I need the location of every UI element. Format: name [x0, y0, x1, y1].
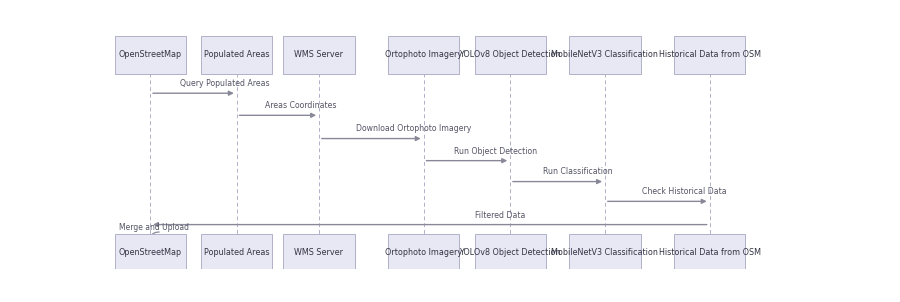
Text: Run Object Detection: Run Object Detection	[454, 146, 537, 156]
FancyBboxPatch shape	[674, 234, 745, 272]
Text: YOLOv8 Object Detection: YOLOv8 Object Detection	[459, 249, 561, 258]
Text: OpenStreetMap: OpenStreetMap	[119, 249, 182, 258]
Text: Query Populated Areas: Query Populated Areas	[180, 79, 270, 88]
Text: MobileNetV3 Classification: MobileNetV3 Classification	[552, 50, 659, 59]
FancyBboxPatch shape	[284, 234, 355, 272]
FancyBboxPatch shape	[201, 234, 272, 272]
Text: Populated Areas: Populated Areas	[204, 50, 269, 59]
Text: Historical Data from OSM: Historical Data from OSM	[659, 249, 760, 258]
Text: Check Historical Data: Check Historical Data	[642, 187, 726, 196]
FancyBboxPatch shape	[674, 36, 745, 74]
Text: Historical Data from OSM: Historical Data from OSM	[659, 50, 760, 59]
Text: OpenStreetMap: OpenStreetMap	[119, 50, 182, 59]
Text: Areas Coordinates: Areas Coordinates	[266, 101, 337, 110]
FancyBboxPatch shape	[474, 36, 545, 74]
Text: Ortophoto Imagery: Ortophoto Imagery	[385, 249, 462, 258]
Text: WMS Server: WMS Server	[294, 249, 344, 258]
Text: Download Ortophoto Imagery: Download Ortophoto Imagery	[356, 124, 471, 133]
Text: Filtered Data: Filtered Data	[474, 211, 525, 220]
FancyBboxPatch shape	[284, 36, 355, 74]
FancyBboxPatch shape	[388, 234, 459, 272]
FancyBboxPatch shape	[388, 36, 459, 74]
FancyBboxPatch shape	[474, 234, 545, 272]
Text: YOLOv8 Object Detection: YOLOv8 Object Detection	[459, 50, 561, 59]
Text: Merge and Upload: Merge and Upload	[120, 223, 190, 232]
Text: Ortophoto Imagery: Ortophoto Imagery	[385, 50, 462, 59]
Text: Run Classification: Run Classification	[544, 168, 613, 176]
FancyBboxPatch shape	[570, 36, 641, 74]
Text: MobileNetV3 Classification: MobileNetV3 Classification	[552, 249, 659, 258]
FancyBboxPatch shape	[201, 36, 272, 74]
Text: WMS Server: WMS Server	[294, 50, 344, 59]
FancyBboxPatch shape	[570, 234, 641, 272]
Text: Populated Areas: Populated Areas	[204, 249, 269, 258]
FancyBboxPatch shape	[114, 234, 185, 272]
FancyBboxPatch shape	[114, 36, 185, 74]
